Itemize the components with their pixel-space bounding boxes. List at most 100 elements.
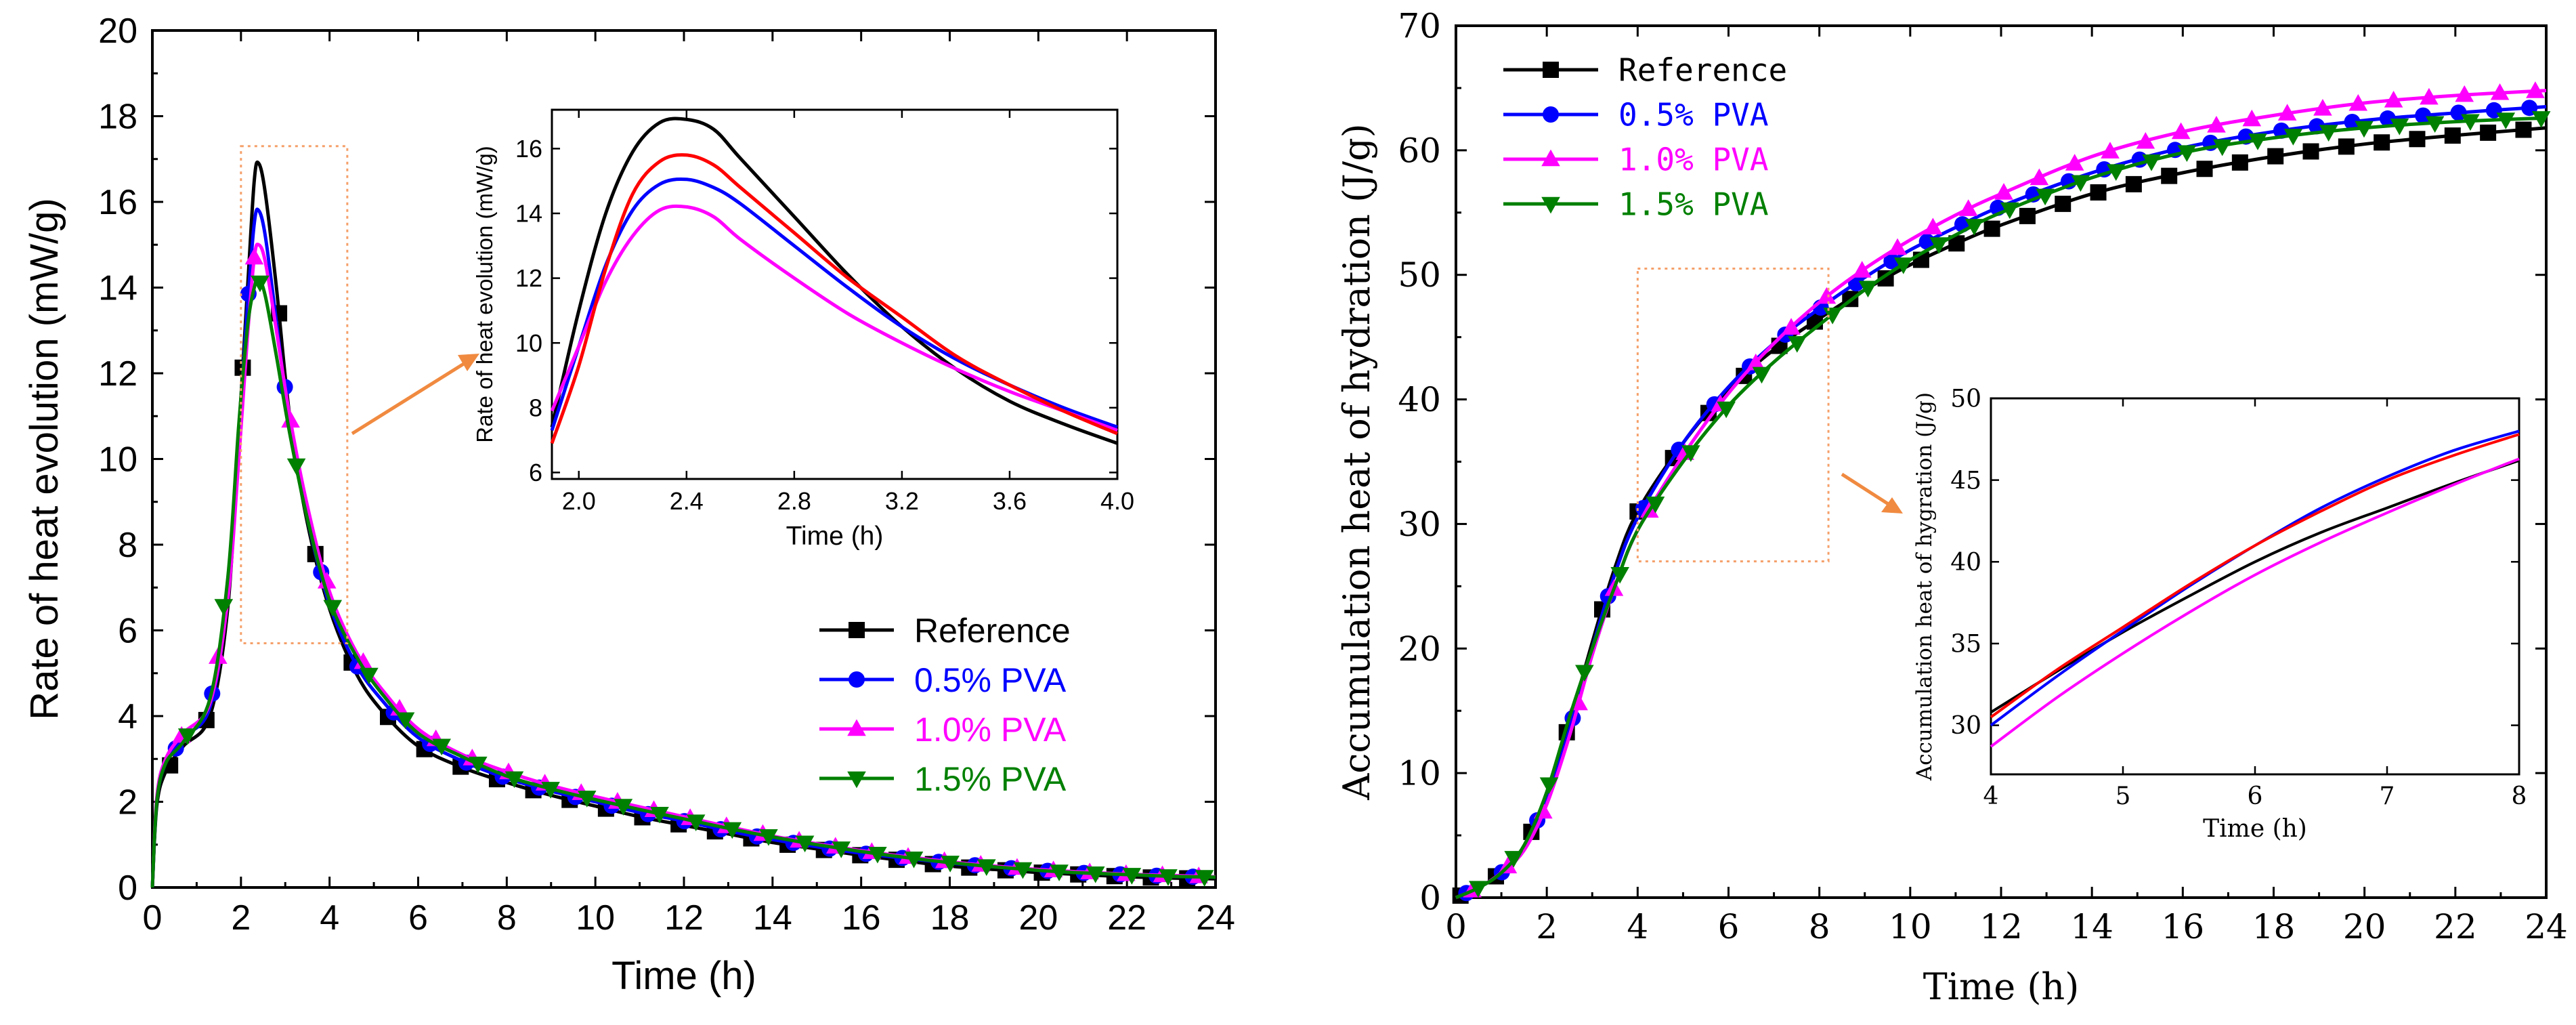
right-marker-reference xyxy=(2196,161,2213,177)
right-legend-label-1-5-pva: 1.5% PVA xyxy=(1618,186,1769,223)
right-legend-label-1-0-pva: 1.0% PVA xyxy=(1618,142,1769,178)
right-inset-x-tick-label: 5 xyxy=(2116,782,2131,810)
right-marker-1-5-pva xyxy=(1929,237,1948,254)
right-x-tick-label: 0 xyxy=(1445,907,1467,946)
right-y-tick-label: 70 xyxy=(1398,7,1441,46)
left-x-tick-label: 18 xyxy=(930,898,970,938)
right-marker-1-5-pva xyxy=(2142,154,2161,171)
right-chart: 0 2 4 6 8 10 12 14 16 18 20 22 24010203040506070Time… xyxy=(1335,7,2568,1009)
left-inset-y-axis-title: Rate of heat evolution (mW/g) xyxy=(472,146,497,442)
right-inset-y-tick-label: 40 xyxy=(1950,549,1981,577)
right-marker-reference xyxy=(2338,138,2355,155)
left-y-tick-label: 0 xyxy=(118,869,137,908)
left-inset-y-tick-label: 10 xyxy=(515,329,542,357)
right-legend-marker-1-0-pva xyxy=(1541,149,1560,167)
right-inset-y-axis-title: Accumulation heat of hygration (J/g) xyxy=(1912,392,1937,781)
left-marker-1-5-pva xyxy=(650,806,669,824)
right-marker-1-0-pva xyxy=(2101,142,2120,159)
left-y-tick-label: 12 xyxy=(98,354,137,394)
left-marker-1-0-pva xyxy=(281,411,300,428)
left-marker-1-5-pva xyxy=(723,822,742,839)
right-marker-0-5-pva xyxy=(1883,253,1900,270)
left-marker-1-0-pva xyxy=(353,652,373,669)
right-marker-1-0-pva xyxy=(2242,109,2262,127)
right-marker-1-5-pva xyxy=(1965,219,1984,236)
right-legend-marker-1-5-pva xyxy=(1541,196,1560,214)
right-marker-1-5-pva xyxy=(1823,308,1842,325)
right-marker-1-5-pva xyxy=(2355,121,2374,138)
left-y-tick-label: 4 xyxy=(118,697,137,736)
right-marker-1-0-pva xyxy=(1923,217,1943,235)
right-inset-series-line-1-5-pva xyxy=(1990,433,2520,719)
right-inset-background xyxy=(1991,398,2519,774)
left-marker-1-5-pva xyxy=(286,458,306,476)
right-marker-1-0-pva xyxy=(2420,87,2439,105)
right-marker-1-5-pva xyxy=(2248,133,2267,150)
right-marker-0-5-pva xyxy=(2309,118,2325,135)
right-marker-1-5-pva xyxy=(2177,145,2197,162)
left-marker-1-5-pva xyxy=(1122,868,1142,885)
right-marker-reference xyxy=(2019,207,2036,224)
left-marker-1-5-pva xyxy=(795,835,815,853)
right-marker-1-0-pva xyxy=(1888,238,1907,255)
left-x-tick-label: 20 xyxy=(1018,898,1058,938)
left-inset-y-tick-label: 6 xyxy=(529,459,542,486)
left-y-tick-label: 6 xyxy=(118,612,137,651)
left-x-tick-label: 8 xyxy=(497,898,517,938)
left-y-tick-label: 16 xyxy=(98,183,137,222)
right-marker-1-0-pva xyxy=(2136,131,2155,149)
left-legend-marker-1-0-pva xyxy=(847,719,866,736)
right-marker-reference xyxy=(2374,134,2390,151)
left-marker-1-5-pva xyxy=(469,756,488,774)
right-marker-1-5-pva xyxy=(1539,777,1559,795)
left-y-tick-label: 18 xyxy=(98,98,137,137)
left-marker-1-5-pva xyxy=(541,782,560,799)
left-x-tick-label: 0 xyxy=(143,898,163,938)
left-y-tick-label: 2 xyxy=(118,783,137,822)
right-y-tick-label: 20 xyxy=(1398,629,1441,669)
right-x-tick-label: 14 xyxy=(2070,907,2113,946)
right-marker-1-5-pva xyxy=(1717,401,1736,419)
left-inset-y-tick-label: 14 xyxy=(515,200,542,228)
right-marker-1-5-pva xyxy=(2106,164,2126,181)
left-inset-x-tick-label: 4.0 xyxy=(1100,487,1134,515)
right-inset-x-tick-label: 8 xyxy=(2512,782,2527,810)
right-legend-label-0-5-pva: 0.5% PVA xyxy=(1618,97,1769,133)
right-marker-reference xyxy=(2444,127,2461,144)
right-zoom-region xyxy=(1636,268,1830,563)
right-marker-1-5-pva xyxy=(2212,139,2232,156)
left-zoom-arrowhead xyxy=(458,354,479,371)
right-marker-1-5-pva xyxy=(1504,851,1523,868)
left-y-tick-label: 20 xyxy=(98,12,137,51)
right-y-tick-label: 50 xyxy=(1398,255,1441,295)
left-x-tick-label: 14 xyxy=(753,898,792,938)
left-marker-1-5-pva xyxy=(686,814,706,831)
right-marker-reference xyxy=(2161,167,2178,184)
right-marker-1-5-pva xyxy=(1787,336,1807,353)
right-marker-0-5-pva xyxy=(2344,113,2361,130)
right-zoom-arrow xyxy=(1841,472,1891,507)
right-marker-1-0-pva xyxy=(2030,168,2049,186)
right-marker-0-5-pva xyxy=(2415,107,2432,124)
left-inset-x-tick-label: 2.0 xyxy=(562,487,596,515)
left-legend-marker-reference xyxy=(849,622,865,638)
right-inset-x-tick-label: 6 xyxy=(2248,782,2263,810)
left-inset-x-tick-label: 2.8 xyxy=(777,487,811,515)
right-inset-y-tick-label: 35 xyxy=(1950,631,1981,658)
right-inset-x-tick-label: 7 xyxy=(2380,782,2395,810)
right-marker-1-0-pva xyxy=(2455,85,2474,102)
left-marker-1-5-pva xyxy=(577,791,597,808)
left-marker-1-5-pva xyxy=(1050,864,1069,881)
right-inset-y-tick-label: 50 xyxy=(1950,385,1981,413)
left-x-tick-label: 6 xyxy=(408,898,428,938)
right-marker-1-0-pva xyxy=(2207,116,2226,133)
left-marker-1-5-pva xyxy=(214,599,234,616)
left-marker-1-5-pva xyxy=(360,667,379,685)
left-legend-label-reference: Reference xyxy=(914,612,1071,650)
left-inset-y-tick-label: 16 xyxy=(515,135,542,163)
right-marker-reference xyxy=(2267,148,2284,165)
right-marker-1-5-pva xyxy=(2319,125,2338,142)
right-y-axis-title: Accumulation heat of hydration (J/g) xyxy=(1335,123,1378,800)
right-inset-y-tick-label: 30 xyxy=(1950,712,1981,740)
